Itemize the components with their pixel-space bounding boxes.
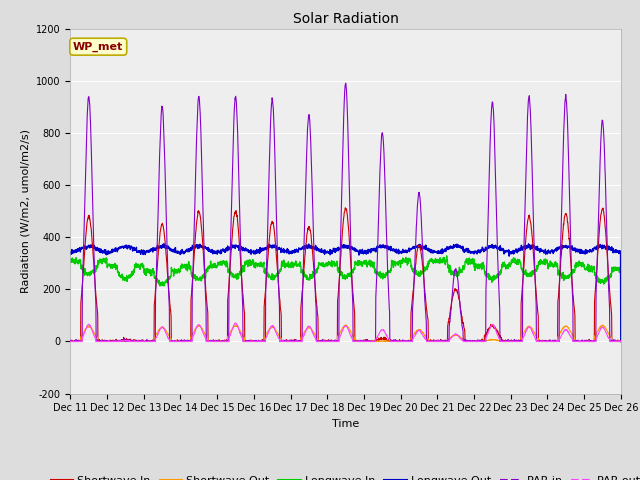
Shortwave In [617,338,625,344]
PAR out [617,338,625,344]
Line: Shortwave Out: Shortwave Out [70,325,621,341]
Shortwave Out [220,338,228,344]
PAR in [617,338,625,344]
Longwave Out [220,246,228,252]
Longwave In [374,272,381,277]
Line: Longwave In: Longwave In [70,256,621,341]
Longwave In [568,270,576,276]
Longwave Out [617,338,625,344]
Shortwave In [506,338,514,344]
PAR out [374,333,381,339]
Legend: Shortwave In, Shortwave Out, Longwave In, Longwave Out, PAR in, PAR out: Shortwave In, Shortwave Out, Longwave In… [46,471,640,480]
PAR out [67,338,74,344]
Shortwave In [341,205,349,211]
Y-axis label: Radiation (W/m2, umol/m2/s): Radiation (W/m2, umol/m2/s) [20,129,31,293]
Shortwave Out [568,331,576,337]
X-axis label: Time: Time [332,419,359,429]
Longwave In [443,253,451,259]
Longwave Out [584,250,591,255]
Shortwave In [569,286,577,291]
Shortwave In [220,337,228,343]
PAR in [569,295,577,301]
Line: Shortwave In: Shortwave In [70,208,621,341]
Shortwave In [67,338,74,344]
PAR out [362,338,370,344]
Longwave Out [362,251,369,256]
Line: Longwave Out: Longwave Out [70,244,621,341]
Shortwave Out [506,338,513,344]
Shortwave Out [374,338,381,344]
PAR in [220,338,228,344]
PAR in [584,338,592,344]
PAR in [342,80,349,86]
PAR out [506,338,514,344]
PAR in [67,338,74,344]
PAR out [232,320,240,326]
Shortwave Out [584,338,591,344]
Longwave In [617,338,625,344]
Longwave Out [506,248,513,254]
Line: PAR in: PAR in [70,83,621,341]
Longwave Out [568,246,576,252]
PAR in [67,338,74,344]
Shortwave Out [67,338,74,344]
Shortwave In [67,338,74,344]
Shortwave Out [342,322,350,328]
Longwave Out [374,243,381,249]
PAR in [374,239,381,245]
Title: Solar Radiation: Solar Radiation [292,12,399,26]
Shortwave In [362,338,370,344]
Shortwave Out [617,338,625,344]
PAR out [584,338,592,344]
PAR out [220,338,228,344]
PAR out [569,336,577,342]
Longwave Out [525,241,532,247]
Line: PAR out: PAR out [70,323,621,341]
Shortwave Out [362,338,369,344]
Shortwave In [374,337,381,343]
Text: WP_met: WP_met [73,42,124,52]
Longwave In [584,267,591,273]
Longwave In [362,261,369,266]
Longwave In [220,260,228,265]
Longwave In [67,258,74,264]
Longwave In [506,264,513,269]
PAR in [506,338,514,344]
Longwave Out [67,249,74,255]
Shortwave In [584,338,592,344]
PAR in [362,338,370,344]
PAR out [67,338,75,344]
